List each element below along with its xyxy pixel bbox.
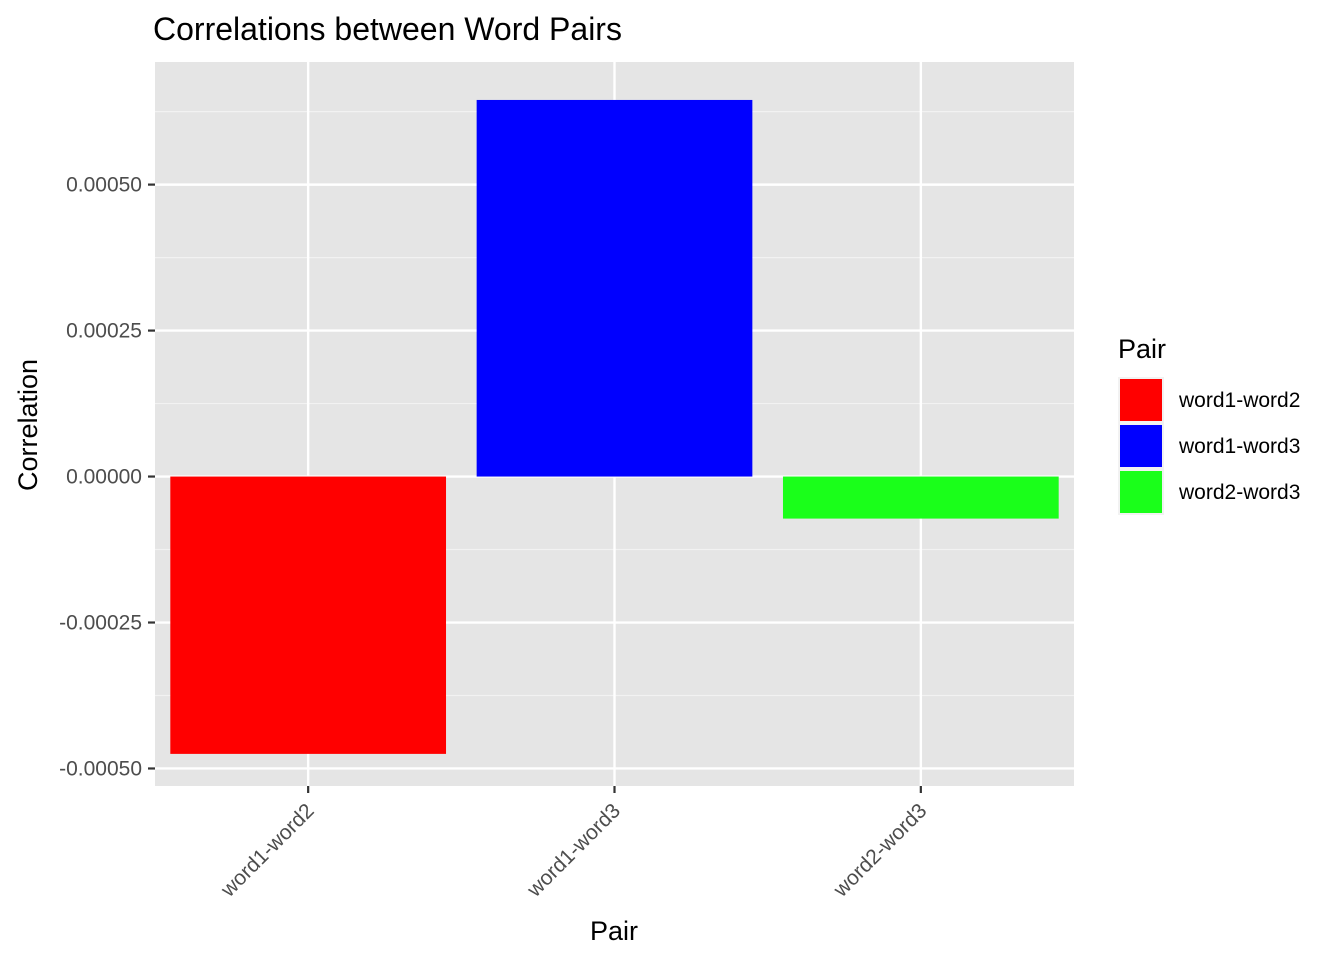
legend-label: word1-word3 xyxy=(1178,435,1300,458)
bar-word2-word3 xyxy=(782,476,1059,519)
y-tick-label: -0.00025 xyxy=(59,612,142,635)
bars xyxy=(170,99,1059,754)
legend-label: word2-word3 xyxy=(1178,481,1300,504)
legend-key-word1-word3 xyxy=(1120,425,1162,467)
bar-word1-word2 xyxy=(170,476,447,754)
chart-title: Correlations between Word Pairs xyxy=(153,11,622,47)
legend-key-word2-word3 xyxy=(1120,471,1162,513)
x-tick-label: word2-word3 xyxy=(829,799,932,902)
legend-entries: word1-word2 word1-word3 word2-word3 xyxy=(1118,377,1300,515)
legend-title: Pair xyxy=(1118,334,1166,364)
legend: Pair word1-word2 word1-word3 word2-word3 xyxy=(1118,334,1300,515)
bar-word1-word3 xyxy=(476,99,753,477)
y-tick-label: 0.00025 xyxy=(66,320,142,343)
y-axis: -0.00050 -0.00025 0.00000 0.00025 0.00050 xyxy=(59,174,155,780)
y-tick-label: -0.00050 xyxy=(59,757,142,780)
legend-key-word1-word2 xyxy=(1120,379,1162,421)
legend-label: word1-word2 xyxy=(1178,389,1300,412)
x-tick-label: word1-word3 xyxy=(522,799,625,902)
x-tick-label: word1-word2 xyxy=(216,799,319,902)
y-tick-label: 0.00000 xyxy=(66,466,142,489)
x-axis-title: Pair xyxy=(590,916,638,946)
x-axis: word1-word2 word1-word3 word2-word3 xyxy=(216,786,931,902)
y-tick-label: 0.00050 xyxy=(66,174,142,197)
y-axis-title: Correlation xyxy=(13,359,43,491)
